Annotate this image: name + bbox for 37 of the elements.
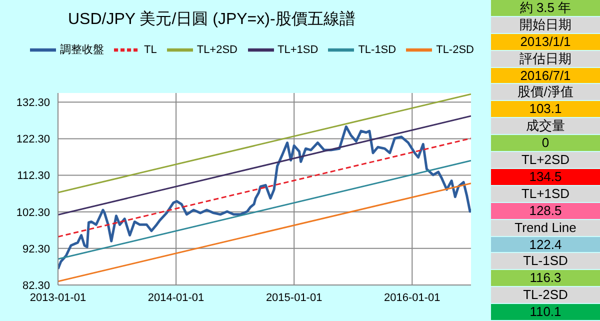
y-tick-label: 82.30	[22, 280, 50, 292]
text: Trend Line	[491, 220, 600, 236]
text: 116.3	[491, 270, 600, 286]
y-tick-label: 92.30	[22, 243, 50, 256]
x-tick-label: 2015-01-01	[266, 292, 322, 304]
text: 122.4	[491, 236, 600, 252]
legend-label: TL+1SD	[278, 44, 318, 56]
text: 約 3.5 年	[491, 0, 600, 16]
y-tick-label: 112.30	[17, 170, 50, 182]
legend-label: TL-2SD	[436, 44, 474, 56]
text: 128.5	[491, 202, 600, 219]
x-tick-label: 2016-01-01	[384, 292, 440, 304]
line-series	[58, 125, 471, 270]
legend-label: 調整收盤	[60, 44, 104, 56]
y-tick-label: 102.30	[16, 206, 50, 219]
text: TL+1SD	[491, 186, 600, 202]
text: 103.1	[491, 101, 600, 118]
text: TL+2SD	[491, 152, 600, 168]
x-tick-label: 2014-01-01	[148, 292, 204, 304]
x-tick-label: 2013-01-01	[30, 292, 86, 304]
y-tick-label: 132.30	[16, 97, 50, 110]
chart-title: USD/JPY 美元/日圓 (JPY=x)-股價五線譜	[68, 10, 356, 30]
text: 評估日期	[491, 50, 600, 67]
text: 2013/1/1	[491, 34, 600, 50]
text: 開始日期	[491, 16, 600, 33]
text: 2016/7/1	[491, 68, 600, 84]
text: 110.1	[491, 304, 600, 320]
text: 0	[491, 135, 600, 152]
text: 134.5	[491, 168, 600, 185]
text: TL-2SD	[491, 287, 600, 304]
legend-label: TL	[144, 44, 157, 56]
legend-label: TL+2SD	[196, 44, 238, 56]
legend-label: TL-1SD	[358, 44, 396, 56]
y-tick-label: 122.30	[16, 134, 50, 146]
text: 成交量	[491, 118, 600, 134]
text: 股價/淨值	[491, 84, 600, 100]
text: TL-1SD	[491, 253, 600, 270]
